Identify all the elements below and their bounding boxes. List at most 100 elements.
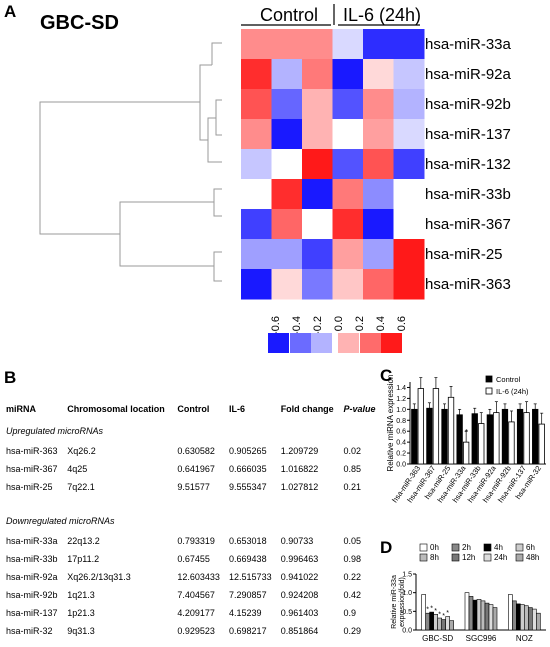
heatmap-row-label: hsa-miR-363 [425, 276, 511, 293]
table-cell: 0.9 [343, 608, 356, 618]
heatmap-cell [302, 269, 333, 300]
heatmap-cell [363, 239, 394, 270]
bar [516, 603, 521, 631]
heatmap-cell [393, 29, 425, 60]
header-control: Control [177, 404, 210, 414]
upregulated-rows: hsa-miR-363 Xq26.2 0.630582 0.905265 1.20972… [4, 442, 382, 496]
legend-swatch [483, 543, 492, 552]
y-tick-label: 0.2 [396, 451, 406, 458]
legend-label: 4h [494, 543, 503, 552]
y-axis-label: Relative miRNA expression [386, 375, 395, 472]
heatmap-cell [241, 89, 272, 120]
heatmap-cell [332, 29, 364, 60]
table-cell: 12.603433 [177, 572, 220, 582]
table-row: hsa-miR-92b 1q21.3 7.404567 7.290857 0.92420… [4, 586, 382, 604]
heatmap-row-label: hsa-miR-367 [425, 216, 511, 233]
bar [516, 408, 524, 465]
bar [421, 594, 426, 631]
heatmap-cell [302, 29, 333, 60]
heatmap-cell [332, 119, 364, 150]
table-cell: 0.98 [343, 554, 362, 564]
heatmap-row-label: hsa-miR-132 [425, 156, 511, 173]
header-il6: IL-6 [229, 404, 246, 414]
bar [532, 608, 537, 631]
table-row: hsa-miR-33b 17p11.2 0.67455 0.669438 0.99646… [4, 550, 382, 568]
bar [456, 414, 463, 465]
panel-label-d: D [380, 538, 393, 557]
heatmap-cell [332, 179, 364, 210]
heatmap-cell [302, 119, 333, 150]
legend-label: 6h [526, 543, 535, 552]
table-cell: hsa-miR-137 [6, 608, 58, 618]
table-cell: 0.666035 [229, 464, 267, 474]
heatmap-cell [241, 59, 272, 90]
table-cell: 9.51577 [177, 482, 210, 492]
heatmap-figure: GBC-SD Control IL-6 (24h) hsa-miR-33ahsa… [39, 4, 512, 353]
bar [429, 611, 434, 631]
heatmap-cell [302, 209, 333, 240]
heatmap-cell [241, 119, 272, 150]
x-tick-label: SGC996 [466, 634, 497, 643]
table-row: hsa-miR-367 4q25 0.641967 0.666035 1.016822 0… [4, 460, 382, 478]
bar [411, 408, 418, 465]
bar [520, 604, 525, 631]
bar [447, 396, 455, 465]
bar [472, 599, 478, 631]
dendrogram [39, 42, 222, 282]
significance-marker: * [426, 607, 429, 614]
heatmap-row-label: hsa-miR-33b [425, 186, 511, 203]
legend-color-swatch [360, 333, 381, 353]
table-cell: 0.996463 [280, 554, 319, 564]
legend-tick-label: -0.2 [312, 316, 324, 335]
legend-color-swatch [268, 333, 289, 353]
table-cell: 1q21.3 [67, 590, 95, 600]
heatmap-row-label: hsa-miR-25 [425, 246, 503, 263]
bar [488, 604, 494, 631]
header-fold-change: Fold change [280, 404, 334, 414]
color-scale-legend: -0.6 -0.4 -0.2 0.0 0.2 0.4 0.6 [268, 316, 408, 353]
heatmap-cell [302, 179, 333, 210]
group-label-control: Control [260, 5, 318, 25]
legend-swatch [483, 553, 492, 562]
y-axis-label: Relative miR-33aexpression(fold) [391, 575, 406, 629]
heatmap-cell [363, 209, 394, 240]
table-cell: 0.924208 [280, 590, 319, 600]
heatmap-cell [302, 89, 333, 120]
table-row: hsa-miR-363 Xq26.2 0.630582 0.905265 1.20972… [4, 442, 382, 460]
legend-color-swatch [311, 333, 332, 353]
bar [441, 408, 448, 465]
table-cell: 0.22 [343, 572, 362, 582]
legend-tick-label: 0.4 [375, 316, 387, 331]
panel-label-b: B [4, 368, 17, 387]
table-cell: 0.02 [343, 446, 362, 456]
heatmap-row-label: hsa-miR-92a [425, 66, 512, 83]
table-cell: Xq26.2 [67, 446, 96, 456]
heatmap-cell [393, 209, 425, 240]
significance-marker: * [465, 428, 468, 437]
heatmap-cell [332, 269, 364, 300]
heatmap-row-label: hsa-miR-33a [425, 36, 512, 53]
table-cell: 22q13.2 [67, 536, 100, 546]
table-cell: 0.929523 [177, 626, 215, 636]
legend-swatch [419, 543, 428, 552]
table-cell: 0.42 [343, 590, 362, 600]
heatmap-cell [363, 59, 394, 90]
table-cell: hsa-miR-33b [6, 554, 58, 564]
bar [528, 607, 533, 631]
bar [449, 620, 454, 631]
x-tick-label: NOZ [516, 634, 533, 643]
table-row: hsa-miR-32 9q31.3 0.929523 0.698217 0.851864… [4, 622, 382, 640]
y-tick-label: 1.0 [402, 590, 412, 597]
heatmap-cell [393, 119, 425, 150]
bar [445, 616, 450, 631]
heatmap-cell [393, 89, 425, 120]
y-tick-label: 0.6 [396, 429, 406, 436]
table-cell: 4.15239 [229, 608, 262, 618]
heatmap-cell [271, 239, 303, 270]
heatmap-cell [271, 89, 303, 120]
heatmap-title: GBC-SD [40, 12, 119, 34]
table-header-row: miRNA Chromosomal location Control IL-6 … [4, 398, 382, 420]
heatmap-cell [393, 269, 425, 300]
legend-tick-label: 0.0 [333, 316, 345, 331]
table-cell: 9.555347 [229, 482, 267, 492]
